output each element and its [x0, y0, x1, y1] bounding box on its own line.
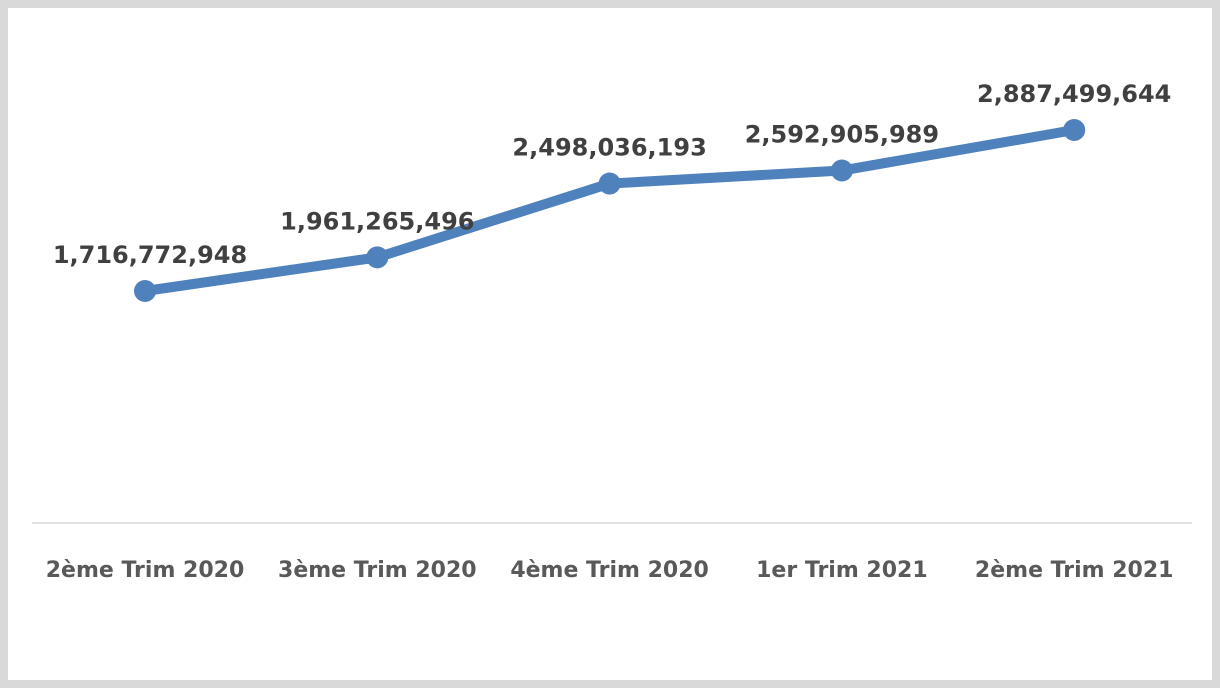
data-point [598, 172, 621, 195]
data-label: 1,961,265,496 [280, 207, 474, 235]
data-point [134, 280, 156, 302]
data-label: 2,887,499,644 [977, 80, 1171, 108]
data-label: 2,592,905,989 [745, 121, 939, 149]
chart-frame [8, 8, 1212, 680]
data-labels: 1,716,772,948 1,961,265,496 2,498,036,193 2… [53, 80, 1172, 269]
data-point [1063, 119, 1086, 141]
x-tick-label: 4ème Trim 2020 [510, 558, 709, 583]
data-label: 2,498,036,193 [512, 134, 706, 162]
x-tick-label: 1er Trim 2021 [756, 558, 928, 583]
x-tick-label: 2ème Trim 2020 [46, 558, 245, 583]
x-tick-label: 2ème Trim 2021 [975, 558, 1174, 583]
x-tick-labels: 2ème Trim 2020 3ème Trim 2020 4ème Trim 20… [46, 558, 1174, 583]
data-point [366, 246, 389, 269]
x-tick-label: 3ème Trim 2020 [278, 558, 477, 583]
data-point [830, 159, 853, 182]
data-label: 1,716,772,948 [53, 241, 247, 269]
data-points [134, 119, 1086, 302]
